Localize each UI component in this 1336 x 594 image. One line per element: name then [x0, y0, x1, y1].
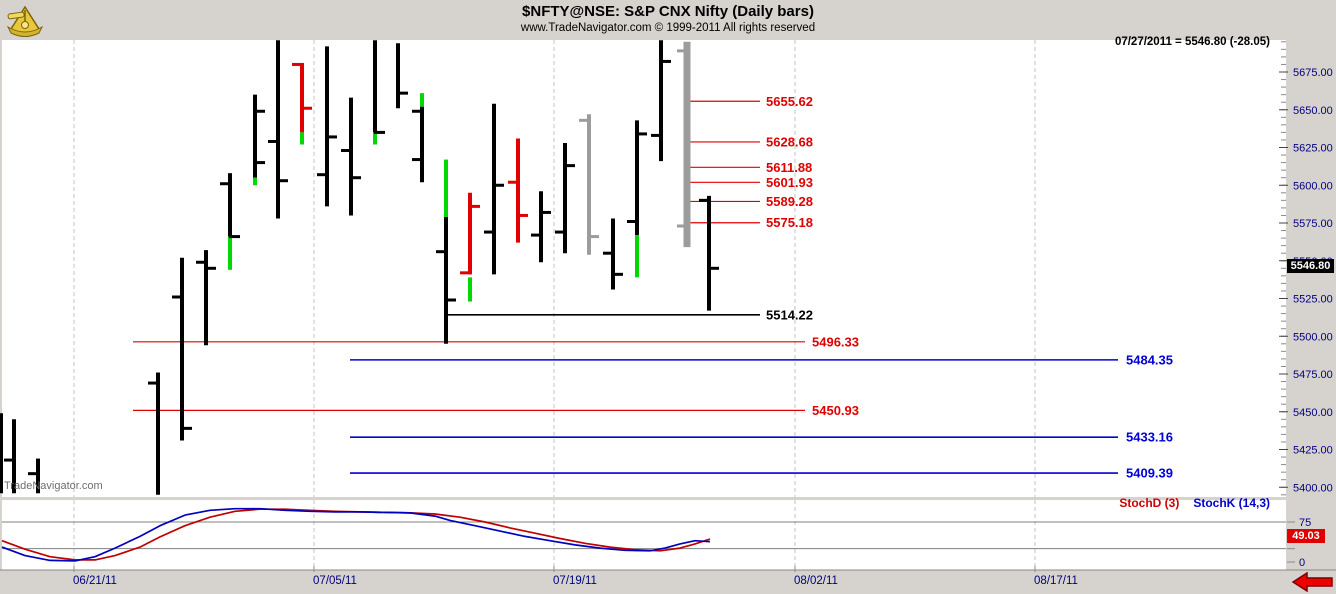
level-label: 5433.16	[1126, 430, 1173, 445]
sextant-logo-icon	[6, 5, 44, 37]
level-label: 5409.39	[1126, 466, 1173, 481]
stochk-label: StochK (14,3)	[1193, 496, 1270, 510]
price-axis-label: 5475.00	[1293, 369, 1333, 381]
stoch-panel-bg	[2, 500, 1286, 570]
chart-subtitle: www.TradeNavigator.com © 1999-2011 All r…	[520, 22, 816, 34]
stochd-label: StochD (3)	[1119, 496, 1180, 510]
price-axis-label: 5650.00	[1293, 105, 1333, 117]
level-label: 5589.28	[766, 194, 813, 209]
stoch-axis-label: 0	[1299, 557, 1305, 569]
trade-navigator-logo	[4, 5, 46, 39]
level-label: 5450.93	[812, 403, 859, 418]
level-label: 5575.18	[766, 215, 813, 230]
left-arrow-icon[interactable]	[1292, 572, 1334, 592]
date-axis-label: 08/17/11	[1034, 575, 1078, 587]
stochk-curve	[1, 507, 711, 562]
price-axis-label: 5450.00	[1293, 407, 1333, 419]
date-axis-label: 07/19/11	[553, 575, 597, 587]
last-price-badge: 5546.80	[1287, 259, 1334, 273]
price-axis-label: 5600.00	[1293, 180, 1333, 192]
level-label: 5628.68	[766, 134, 813, 149]
price-axis-label: 5425.00	[1293, 445, 1333, 457]
stoch-axis-label: 75	[1299, 517, 1311, 529]
date-axis-label: 08/02/11	[794, 575, 838, 587]
date-axis-label: 06/21/11	[73, 575, 117, 587]
price-axis-label: 5625.00	[1293, 143, 1333, 155]
date-axis-label: 07/05/11	[313, 575, 357, 587]
level-label: 5484.35	[1126, 352, 1173, 367]
watermark-text: TradeNavigator.com	[4, 480, 103, 492]
price-axis-label: 5525.00	[1293, 294, 1333, 306]
stoch-legend: StochD (3) StochK (14,3)	[1119, 496, 1270, 510]
price-axis-label: 5675.00	[1293, 67, 1333, 79]
price-axis-label: 5500.00	[1293, 331, 1333, 343]
stoch-value-badge: 49.03	[1287, 529, 1325, 543]
chart-title: $NFTY@NSE: S&P CNX Nifty (Daily bars)	[522, 3, 814, 20]
level-label: 5601.93	[766, 175, 813, 190]
scroll-left-button[interactable]	[1292, 572, 1334, 592]
price-panel-bg	[2, 40, 1286, 497]
level-label: 5514.22	[766, 307, 813, 322]
level-label: 5611.88	[766, 160, 812, 175]
level-label: 5496.33	[812, 334, 859, 349]
price-axis-label: 5400.00	[1293, 482, 1333, 494]
level-label: 5655.62	[766, 94, 813, 109]
price-axis-label: 5575.00	[1293, 218, 1333, 230]
last-quote-readout: 07/27/2011 = 5546.80 (-28.05)	[1114, 36, 1270, 48]
